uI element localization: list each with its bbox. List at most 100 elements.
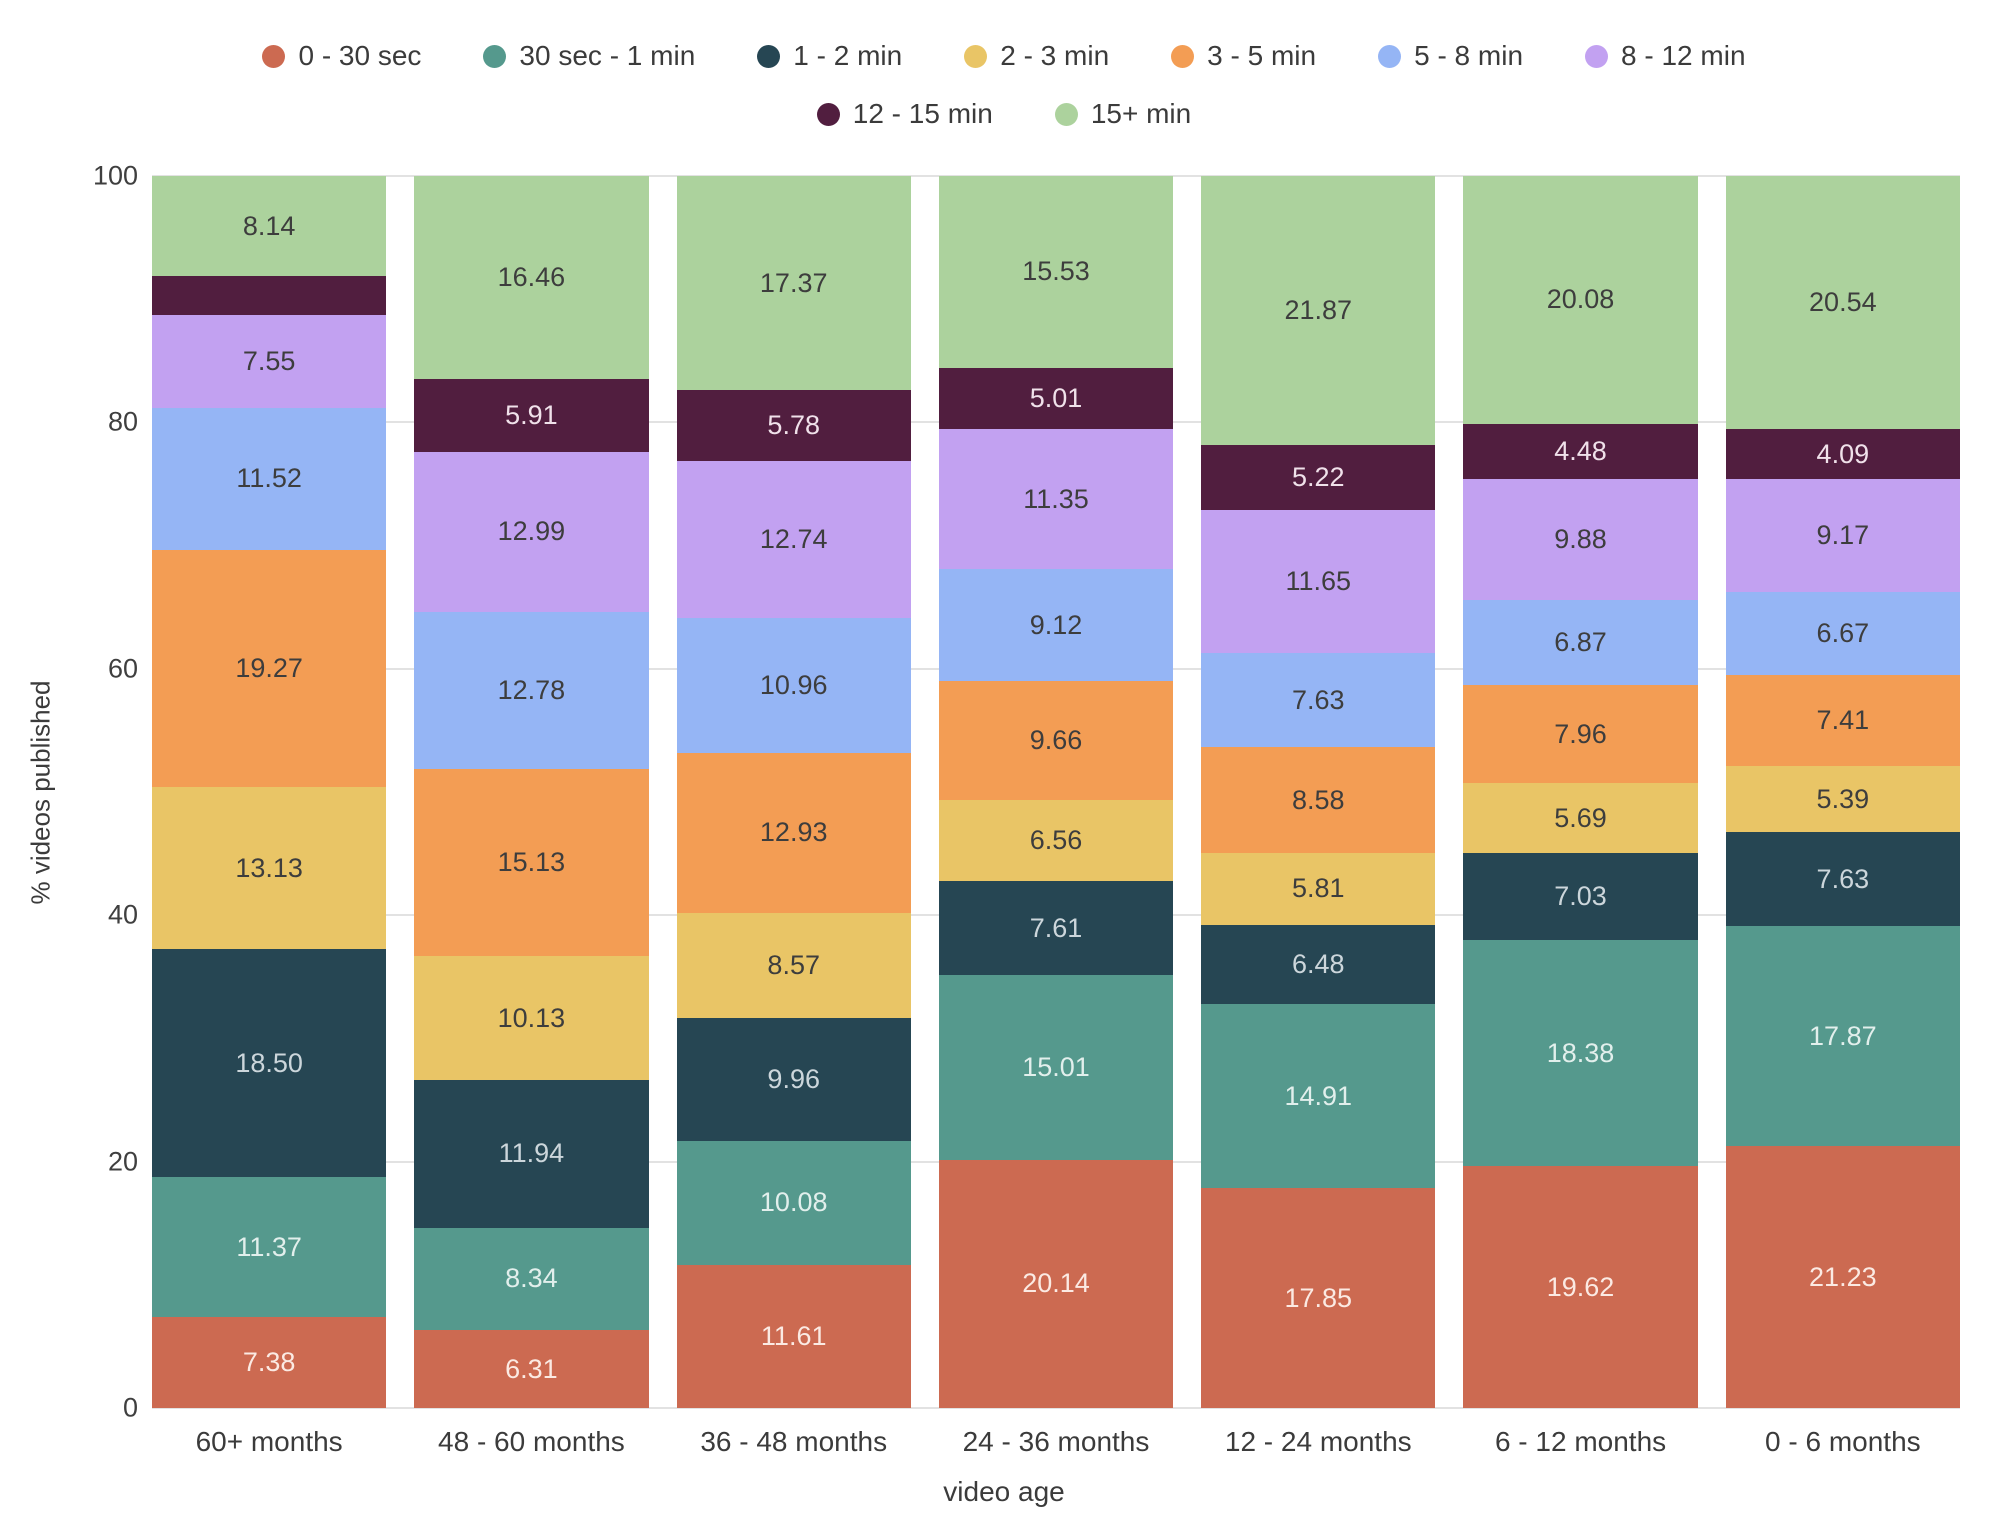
segment-36-48-months-3-5-min[interactable]: 12.93 (676, 753, 911, 913)
segment-6-12-months-8-12-min[interactable]: 9.88 (1463, 478, 1698, 601)
segment-48-60-months-2-3-min[interactable]: 10.13 (414, 955, 649, 1081)
segment-6-12-months-1-2-min[interactable]: 7.03 (1463, 853, 1698, 940)
segment-60-months-15-min[interactable]: 8.14 (152, 176, 387, 277)
segment-0-6-months-5-8-min[interactable]: 6.67 (1725, 592, 1960, 675)
segment-36-48-months-2-3-min[interactable]: 8.57 (676, 912, 911, 1019)
segment-24-36-months-3-5-min[interactable]: 9.66 (938, 681, 1174, 801)
segment-24-36-months-1-2-min[interactable]: 7.61 (938, 881, 1174, 975)
legend-item-3-5-min[interactable]: 3 - 5 min (1171, 40, 1316, 72)
segment-24-36-months-5-8-min[interactable]: 9.12 (938, 569, 1174, 682)
segment-6-12-months-15-min[interactable]: 20.08 (1463, 176, 1698, 424)
segment-value-label: 11.35 (1023, 483, 1089, 514)
segment-24-36-months-2-3-min[interactable]: 6.56 (938, 800, 1174, 882)
segment-12-24-months-1-2-min[interactable]: 6.48 (1201, 924, 1436, 1005)
legend: 0 - 30 sec 30 sec - 1 min 1 - 2 min 2 - 3 m… (144, 40, 1864, 130)
segment-value-label: 7.03 (1554, 881, 1607, 912)
legend-label: 1 - 2 min (793, 40, 903, 71)
segment-0-6-months-30-sec-1-min[interactable]: 17.87 (1725, 926, 1960, 1147)
segment-value-label: 9.96 (767, 1063, 820, 1094)
segment-value-label: 15.01 (1022, 1051, 1090, 1082)
segment-24-36-months-30-sec-1-min[interactable]: 15.01 (938, 974, 1174, 1160)
segment-48-60-months-30-sec-1-min[interactable]: 8.34 (414, 1227, 649, 1331)
segment-12-24-months-12-15-min[interactable]: 5.22 (1201, 445, 1436, 510)
legend-item-8-12-min[interactable]: 8 - 12 min (1585, 40, 1746, 72)
segment-60-months-1-2-min[interactable]: 18.50 (152, 949, 387, 1178)
y-tick-label: 0 (122, 1392, 138, 1423)
legend-label: 30 sec - 1 min (519, 40, 696, 71)
legend-item-0-30-sec[interactable]: 0 - 30 sec (262, 40, 421, 72)
segment-value-label: 9.66 (1029, 725, 1083, 756)
segment-6-12-months-2-3-min[interactable]: 5.69 (1463, 783, 1698, 854)
legend-item-30-sec-1-min[interactable]: 30 sec - 1 min (483, 40, 695, 72)
segment-36-48-months-0-30-sec[interactable]: 11.61 (676, 1264, 911, 1408)
segment-24-36-months-8-12-min[interactable]: 11.35 (938, 429, 1174, 570)
segment-0-6-months-15-min[interactable]: 20.54 (1725, 176, 1960, 430)
segment-36-48-months-8-12-min[interactable]: 12.74 (676, 461, 911, 619)
segment-48-60-months-3-5-min[interactable]: 15.13 (414, 769, 649, 956)
segment-0-6-months-3-5-min[interactable]: 7.41 (1725, 674, 1960, 766)
segment-48-60-months-8-12-min[interactable]: 12.99 (414, 451, 649, 612)
segment-value-label: 9.17 (1816, 520, 1870, 551)
segment-60-months-3-5-min[interactable]: 19.27 (152, 549, 387, 788)
segment-12-24-months-5-8-min[interactable]: 7.63 (1201, 653, 1436, 748)
legend-item-2-3-min[interactable]: 2 - 3 min (964, 40, 1109, 72)
segment-60-months-5-8-min[interactable]: 11.52 (152, 408, 387, 550)
segment-value-label: 12.74 (759, 524, 828, 555)
segment-48-60-months-12-15-min[interactable]: 5.91 (414, 378, 649, 452)
segment-36-48-months-5-8-min[interactable]: 10.96 (676, 618, 911, 754)
legend-marker-icon (1171, 44, 1195, 68)
segment-value-label: 5.81 (1291, 873, 1345, 904)
segment-12-24-months-3-5-min[interactable]: 8.58 (1201, 747, 1436, 853)
segment-0-6-months-1-2-min[interactable]: 7.63 (1725, 832, 1960, 927)
legend-item-5-8-min[interactable]: 5 - 8 min (1378, 40, 1523, 72)
legend-label: 8 - 12 min (1621, 40, 1746, 71)
plot-region: % videos published 0 20 40 60 80 100 7.38 11.3… (8, 162, 2000, 1457)
segment-6-12-months-5-8-min[interactable]: 6.87 (1463, 600, 1698, 686)
segment-6-12-months-30-sec-1-min[interactable]: 18.38 (1463, 939, 1698, 1167)
segment-36-48-months-30-sec-1-min[interactable]: 10.08 (676, 1140, 911, 1265)
segment-value-label: 9.12 (1029, 609, 1083, 640)
segment-12-24-months-2-3-min[interactable]: 5.81 (1201, 853, 1436, 925)
segment-48-60-months-15-min[interactable]: 16.46 (414, 176, 649, 379)
segment-value-label: 10.96 (759, 670, 828, 701)
legend-label: 12 - 15 min (852, 98, 993, 129)
legend-item-15-min[interactable]: 15+ min (1054, 98, 1191, 130)
segment-60-months-8-12-min[interactable]: 7.55 (152, 315, 387, 409)
segment-48-60-months-1-2-min[interactable]: 11.94 (414, 1080, 649, 1228)
bar-48-60-months: 6.31 8.34 11.94 10.13 15.13 12.78 12.99 5.91 16.… (414, 176, 649, 1457)
legend-item-1-2-min[interactable]: 1 - 2 min (757, 40, 902, 72)
segment-value-label: 11.61 (760, 1320, 827, 1351)
segment-6-12-months-3-5-min[interactable]: 7.96 (1463, 685, 1698, 784)
segment-0-6-months-12-15-min[interactable]: 4.09 (1725, 429, 1960, 480)
segment-6-12-months-0-30-sec[interactable]: 19.62 (1463, 1166, 1698, 1408)
segment-60-months-30-sec-1-min[interactable]: 11.37 (152, 1177, 387, 1318)
legend-item-12-15-min[interactable]: 12 - 15 min (816, 98, 993, 130)
segment-value-label: 6.67 (1816, 618, 1870, 649)
x-tick-label-24-36-months: 24 - 36 months (962, 1426, 1150, 1457)
segment-48-60-months-5-8-min[interactable]: 12.78 (414, 611, 649, 770)
segment-24-36-months-12-15-min[interactable]: 5.01 (938, 367, 1174, 430)
x-tick-label-48-60-months: 48 - 60 months (438, 1426, 625, 1457)
x-tick-label-12-24-months: 12 - 24 months (1224, 1426, 1412, 1457)
segment-value-label: 20.08 (1546, 284, 1615, 315)
segment-12-24-months-8-12-min[interactable]: 11.65 (1201, 509, 1436, 654)
segment-12-24-months-30-sec-1-min[interactable]: 14.91 (1201, 1004, 1436, 1189)
segment-value-label: 8.57 (767, 949, 820, 980)
segment-12-24-months-0-30-sec[interactable]: 17.85 (1201, 1188, 1436, 1408)
segment-60-months-12-15-min[interactable] (152, 276, 387, 316)
segment-36-48-months-12-15-min[interactable]: 5.78 (676, 390, 911, 462)
segment-36-48-months-1-2-min[interactable]: 9.96 (676, 1018, 911, 1141)
segment-0-6-months-8-12-min[interactable]: 9.17 (1725, 479, 1960, 593)
segment-0-6-months-0-30-sec[interactable]: 21.23 (1725, 1146, 1960, 1408)
segment-12-24-months-15-min[interactable]: 21.87 (1201, 176, 1436, 446)
segment-0-6-months-2-3-min[interactable]: 5.39 (1725, 765, 1960, 833)
segment-48-60-months-0-30-sec[interactable]: 6.31 (414, 1330, 649, 1408)
segment-value-label: 7.96 (1554, 718, 1607, 749)
segment-36-48-months-15-min[interactable]: 17.37 (676, 176, 911, 391)
segment-24-36-months-15-min[interactable]: 15.53 (938, 176, 1174, 368)
segment-value-label: 21.87 (1284, 295, 1353, 326)
segment-24-36-months-0-30-sec[interactable]: 20.14 (938, 1159, 1174, 1408)
segment-60-months-0-30-sec[interactable]: 7.38 (152, 1317, 387, 1408)
segment-6-12-months-12-15-min[interactable]: 4.48 (1463, 423, 1698, 479)
segment-60-months-2-3-min[interactable]: 13.13 (152, 787, 387, 950)
